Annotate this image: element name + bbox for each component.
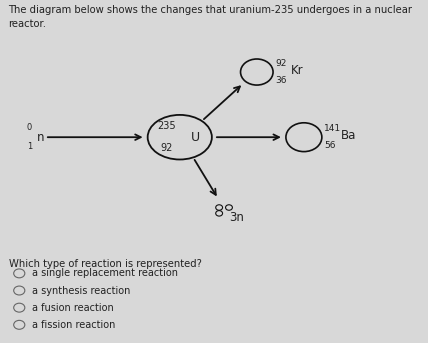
Text: 235: 235 (158, 121, 176, 131)
Text: U: U (190, 131, 199, 144)
Text: n: n (36, 131, 44, 144)
Text: Kr: Kr (291, 64, 303, 77)
Text: 141: 141 (324, 124, 341, 133)
Text: 36: 36 (275, 76, 287, 85)
Text: 56: 56 (324, 141, 336, 150)
Text: The diagram below shows the changes that uranium-235 undergoes in a nuclear: The diagram below shows the changes that… (9, 5, 413, 15)
Text: Ba: Ba (341, 129, 357, 142)
Text: a fission reaction: a fission reaction (32, 320, 116, 330)
Text: Which type of reaction is represented?: Which type of reaction is represented? (9, 259, 202, 269)
Text: 0: 0 (27, 123, 32, 132)
Text: a single replacement reaction: a single replacement reaction (32, 268, 178, 279)
Text: 92: 92 (161, 143, 173, 153)
Text: a fusion reaction: a fusion reaction (32, 303, 114, 313)
Text: a synthesis reaction: a synthesis reaction (32, 285, 131, 296)
Text: 3n: 3n (229, 211, 244, 224)
Text: 92: 92 (275, 59, 287, 68)
Text: 1: 1 (27, 142, 32, 151)
Text: reactor.: reactor. (9, 19, 47, 29)
